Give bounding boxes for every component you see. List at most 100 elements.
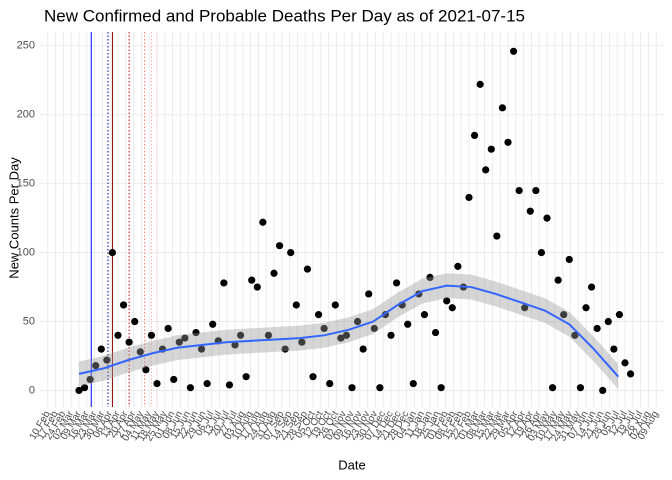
data-point bbox=[376, 384, 384, 392]
data-point bbox=[571, 331, 579, 339]
data-point bbox=[164, 324, 172, 333]
data-point bbox=[465, 193, 473, 202]
data-point bbox=[348, 384, 356, 392]
data-point bbox=[626, 370, 635, 378]
data-point bbox=[532, 186, 540, 195]
data-point bbox=[108, 248, 117, 257]
data-point bbox=[75, 386, 83, 395]
data-point bbox=[365, 290, 373, 298]
data-point bbox=[482, 166, 490, 174]
confidence-band bbox=[79, 273, 619, 390]
data-point bbox=[554, 276, 562, 284]
data-point bbox=[309, 373, 317, 381]
x-axis-title: Date bbox=[338, 457, 365, 472]
data-point bbox=[437, 384, 445, 392]
data-point bbox=[236, 331, 245, 339]
data-point bbox=[337, 334, 345, 342]
data-point bbox=[515, 186, 523, 195]
data-point bbox=[147, 331, 156, 339]
data-point bbox=[86, 375, 94, 384]
data-point bbox=[281, 345, 289, 353]
data-point bbox=[331, 301, 339, 309]
data-point bbox=[103, 356, 111, 364]
data-point bbox=[326, 379, 334, 388]
data-point bbox=[431, 328, 440, 337]
data-point bbox=[220, 279, 228, 287]
data-point bbox=[114, 331, 122, 339]
data-point bbox=[370, 324, 378, 333]
data-point bbox=[404, 320, 412, 328]
data-point bbox=[582, 304, 590, 312]
data-point bbox=[504, 138, 512, 146]
y-tick-label: 150 bbox=[17, 178, 35, 190]
data-point bbox=[314, 311, 323, 319]
data-point bbox=[509, 47, 518, 55]
data-point bbox=[359, 345, 367, 353]
data-point bbox=[565, 255, 573, 264]
y-tick-label: 250 bbox=[17, 40, 35, 52]
data-point bbox=[253, 283, 261, 291]
data-point bbox=[292, 301, 300, 309]
data-point bbox=[181, 334, 189, 342]
data-point bbox=[287, 248, 295, 257]
y-axis-title: New Counts Per Day bbox=[6, 157, 21, 279]
y-tick-label: 0 bbox=[29, 384, 35, 396]
data-point bbox=[298, 338, 306, 346]
data-point bbox=[170, 375, 178, 384]
data-point bbox=[119, 301, 128, 309]
data-point bbox=[192, 328, 200, 337]
y-tick-label: 100 bbox=[17, 246, 35, 258]
data-point bbox=[409, 379, 417, 388]
data-point bbox=[560, 311, 568, 319]
data-point bbox=[443, 297, 451, 305]
data-point bbox=[342, 331, 351, 339]
data-point bbox=[454, 262, 462, 270]
data-point bbox=[320, 324, 328, 333]
data-point bbox=[136, 348, 144, 356]
data-point bbox=[353, 317, 362, 326]
data-point bbox=[142, 366, 150, 374]
data-point bbox=[203, 379, 211, 388]
data-point bbox=[604, 317, 612, 326]
data-point bbox=[92, 362, 100, 370]
data-point bbox=[248, 276, 256, 284]
data-point bbox=[537, 248, 546, 257]
data-point bbox=[448, 304, 456, 312]
data-point bbox=[498, 104, 507, 112]
data-point bbox=[186, 384, 195, 392]
data-point bbox=[259, 218, 267, 226]
y-tick-label: 50 bbox=[23, 315, 35, 327]
data-point bbox=[621, 359, 629, 367]
data-point bbox=[543, 214, 551, 222]
data-point bbox=[493, 232, 501, 240]
data-point bbox=[599, 386, 607, 395]
data-point bbox=[426, 273, 434, 282]
data-point bbox=[593, 324, 601, 333]
data-point bbox=[209, 320, 217, 328]
data-point bbox=[610, 345, 618, 353]
data-point bbox=[197, 345, 206, 353]
chart-title: New Confirmed and Probable Deaths Per Da… bbox=[44, 6, 525, 25]
data-point bbox=[487, 145, 495, 153]
data-point bbox=[470, 131, 479, 140]
data-point bbox=[387, 331, 395, 339]
data-point bbox=[80, 384, 89, 392]
data-point bbox=[275, 242, 284, 250]
data-point bbox=[153, 379, 161, 388]
data-point bbox=[131, 317, 139, 326]
data-point bbox=[576, 384, 585, 392]
data-point bbox=[270, 269, 278, 277]
data-point bbox=[125, 338, 133, 346]
data-point bbox=[420, 311, 429, 319]
data-point bbox=[526, 207, 534, 215]
smooth-line bbox=[78, 284, 620, 378]
data-point bbox=[615, 311, 624, 319]
data-point bbox=[521, 304, 529, 312]
data-point bbox=[231, 341, 239, 349]
y-tick-label: 200 bbox=[17, 109, 35, 121]
data-point bbox=[175, 338, 183, 346]
data-point bbox=[303, 265, 312, 273]
data-point bbox=[242, 373, 250, 381]
data-point bbox=[587, 283, 596, 291]
